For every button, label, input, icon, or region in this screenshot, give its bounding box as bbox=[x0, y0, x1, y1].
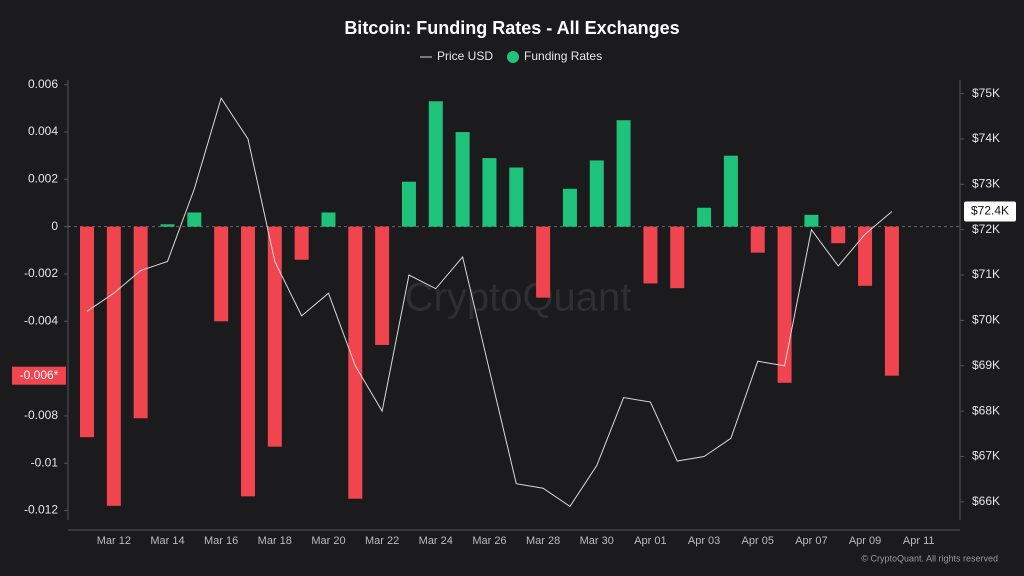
x-tick-label: Mar 16 bbox=[204, 535, 238, 547]
y-tick-label: -0.008 bbox=[24, 408, 58, 422]
y2-tick-label: $73K bbox=[972, 177, 1000, 191]
bar bbox=[106, 226, 121, 506]
current-price-badge bbox=[964, 201, 1016, 222]
x-tick-label: Apr 07 bbox=[795, 535, 827, 547]
bar bbox=[375, 226, 390, 345]
current-funding-label: -0.006* bbox=[20, 368, 59, 382]
x-tick-label: Mar 28 bbox=[526, 535, 560, 547]
bar bbox=[750, 226, 765, 253]
x-tick-label: Mar 22 bbox=[365, 535, 399, 547]
bar bbox=[428, 101, 443, 227]
bar bbox=[697, 207, 712, 227]
bar bbox=[401, 181, 416, 227]
y-tick-label: 0.004 bbox=[28, 124, 58, 138]
y-tick-label: -0.002 bbox=[24, 266, 58, 280]
x-tick-label: Mar 30 bbox=[580, 535, 614, 547]
bar bbox=[267, 226, 282, 447]
x-tick-label: Apr 11 bbox=[903, 535, 935, 547]
y2-tick-label: $66K bbox=[972, 494, 1000, 508]
bar bbox=[884, 226, 899, 376]
bar bbox=[643, 226, 658, 284]
current-funding-badge bbox=[12, 366, 66, 385]
bar bbox=[133, 226, 148, 419]
price-line bbox=[86, 96, 893, 508]
bar bbox=[348, 226, 363, 499]
x-tick-label: Apr 03 bbox=[688, 535, 720, 547]
y2-tick-label: $71K bbox=[972, 267, 1000, 281]
bar bbox=[670, 226, 685, 289]
x-tick-label: Mar 12 bbox=[97, 535, 131, 547]
y-tick-label: -0.012 bbox=[24, 503, 58, 517]
bar bbox=[616, 120, 631, 227]
y-tick-label: -0.004 bbox=[24, 313, 58, 327]
legend-swatch bbox=[507, 51, 520, 63]
bar bbox=[214, 226, 229, 322]
y2-tick-label: $67K bbox=[972, 449, 1000, 463]
y-tick-label: 0.002 bbox=[28, 172, 58, 186]
x-tick-label: Mar 18 bbox=[258, 535, 292, 547]
bar bbox=[240, 226, 255, 497]
y2-tick-label: $69K bbox=[972, 358, 1000, 372]
y-tick-label: -0.01 bbox=[31, 455, 59, 469]
x-tick-label: Mar 20 bbox=[311, 535, 345, 547]
bar bbox=[723, 155, 738, 227]
x-tick-label: Mar 24 bbox=[419, 535, 453, 547]
watermark: CryptoQuant bbox=[405, 276, 632, 320]
bar bbox=[858, 226, 873, 286]
bar bbox=[482, 158, 497, 227]
y-tick-label: 0 bbox=[51, 219, 58, 233]
x-tick-label: Apr 05 bbox=[742, 535, 774, 547]
y2-tick-label: $72K bbox=[972, 222, 1000, 236]
bar bbox=[562, 188, 577, 227]
x-tick-label: Mar 14 bbox=[150, 535, 184, 547]
bar bbox=[777, 226, 792, 383]
bar bbox=[831, 226, 846, 244]
x-tick-label: Mar 26 bbox=[472, 535, 506, 547]
bar bbox=[509, 167, 524, 227]
bar bbox=[455, 132, 470, 227]
y2-tick-label: $68K bbox=[972, 403, 1000, 417]
chart-title: Bitcoin: Funding Rates - All Exchanges bbox=[344, 18, 679, 38]
legend-label: Funding Rates bbox=[524, 49, 602, 63]
footer: © CryptoQuant. All rights reserved bbox=[861, 553, 998, 563]
bar bbox=[80, 226, 94, 438]
y2-tick-label: $74K bbox=[972, 131, 1000, 145]
y-tick-label: 0.006 bbox=[28, 77, 58, 91]
bar bbox=[187, 212, 202, 227]
bar bbox=[160, 224, 175, 227]
bar bbox=[536, 226, 551, 298]
y2-tick-label: $75K bbox=[972, 86, 1000, 100]
bar bbox=[321, 212, 336, 227]
x-tick-label: Apr 09 bbox=[849, 535, 881, 547]
legend-label: Price USD bbox=[437, 49, 493, 63]
bar bbox=[589, 160, 604, 227]
x-tick-label: Apr 01 bbox=[634, 535, 666, 547]
current-price-label: $72.4K bbox=[971, 204, 1009, 218]
bar bbox=[294, 226, 309, 260]
y2-tick-label: $70K bbox=[972, 313, 1000, 327]
bar bbox=[804, 214, 819, 227]
